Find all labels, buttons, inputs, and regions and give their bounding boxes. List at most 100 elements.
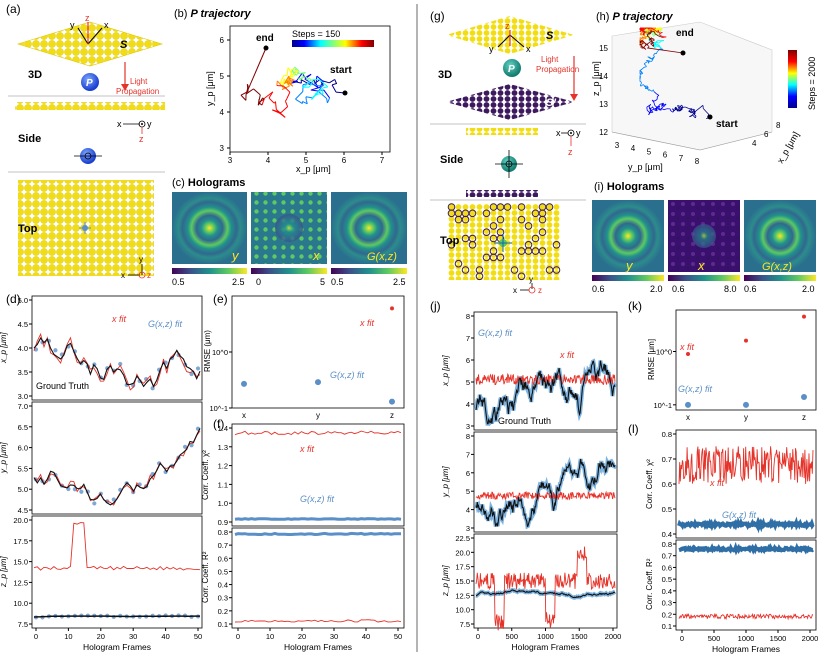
label-g: (g) — [430, 9, 445, 23]
tick-label: 15.0 — [455, 577, 470, 586]
traj3d-segment — [644, 43, 648, 46]
traj3d-segment — [657, 106, 661, 109]
traj3d-segment — [643, 61, 648, 65]
traj-segment — [319, 87, 324, 91]
tick-label: 0.6 — [218, 554, 228, 563]
gfit-chi-line — [677, 516, 815, 534]
gfit-point — [182, 444, 188, 449]
traj3d-segment — [639, 84, 642, 87]
traj3d-segment — [655, 27, 658, 30]
traj3d-segment — [658, 35, 662, 38]
svg-text:y: y — [576, 128, 581, 138]
tick-label: 0.3 — [218, 594, 228, 603]
label-l: (l) — [628, 422, 639, 436]
traj-segment — [302, 100, 308, 105]
side-row-right — [466, 128, 538, 135]
traj3d-segment — [677, 107, 681, 111]
traj3d-segment — [658, 44, 662, 49]
traj-segment — [322, 86, 328, 89]
traj3d-segment — [663, 108, 667, 111]
svg-text:2.5: 2.5 — [232, 277, 245, 287]
traj-segment — [296, 71, 300, 76]
tick-label: 50 — [194, 632, 202, 641]
plot-frame — [231, 295, 405, 409]
traj-segment — [331, 84, 337, 93]
series-label: G(x,z) fit — [722, 510, 756, 520]
tick-label: 1500 — [770, 634, 787, 643]
tick-label: 8 — [776, 121, 781, 130]
traj3d-segment — [641, 39, 643, 42]
gfit-chi-line — [234, 517, 402, 521]
traj-segment — [313, 79, 316, 85]
xfit-r2-line — [234, 619, 402, 623]
tick-label: 10^0 — [656, 348, 672, 357]
axis-x-side: x — [117, 119, 122, 129]
traj-segment — [322, 80, 330, 84]
traj3d-segment — [647, 85, 649, 89]
tick-label: 6 — [466, 469, 470, 478]
traj-segment — [323, 89, 331, 99]
grid-ring — [475, 272, 484, 281]
axis-ylabel: y_p [μm] — [0, 442, 8, 474]
svg-text:end: end — [676, 28, 694, 39]
svg-text:0.6: 0.6 — [744, 284, 757, 294]
tick-label: z — [390, 411, 394, 420]
traj3d-segment — [648, 89, 653, 92]
tick-label: 1.4 — [218, 424, 228, 433]
tick-label: 500 — [708, 634, 721, 643]
label-j: (j) — [430, 299, 441, 313]
axis-ylabel: Corr. Coeff. χ² — [645, 459, 654, 509]
svg-text:start: start — [716, 119, 738, 130]
axis-x-top: x — [121, 271, 125, 280]
svg-text:z_p [μm]: z_p [μm] — [591, 61, 601, 96]
tick-label: 0.8 — [218, 528, 228, 537]
xfit-line — [33, 522, 201, 571]
traj-segment — [288, 77, 295, 81]
xfit-chi-line — [678, 446, 814, 485]
tick-label: 5.0 — [18, 485, 28, 494]
traj-xlabel: x_p [μm] — [296, 164, 331, 174]
tick-label: 6 — [220, 36, 225, 45]
traj3d-segment — [649, 107, 653, 110]
traj3d-segment — [646, 105, 650, 108]
axis-ylabel: y_p [μm] — [441, 466, 450, 498]
traj3d-segment — [648, 39, 651, 42]
svg-text:z: z — [505, 21, 510, 31]
rmse-gfit-point — [389, 398, 395, 405]
svg-text:z: z — [538, 286, 542, 295]
rmse-gfit-point — [315, 379, 321, 386]
traj3d-segment — [640, 84, 644, 87]
ground-truth-line — [475, 458, 616, 528]
traj-segment — [335, 82, 338, 84]
traj3d-segment — [650, 41, 654, 45]
tick-label: 0.8 — [662, 430, 672, 439]
tick-label: 4 — [220, 108, 225, 117]
ground-truth-line — [475, 589, 616, 599]
svg-text:Propagation: Propagation — [536, 65, 579, 74]
traj3d-segment — [657, 29, 660, 32]
traj3d-segment — [705, 111, 710, 115]
svg-text:0.6: 0.6 — [592, 284, 605, 294]
tick-label: 0.7 — [218, 541, 228, 550]
traj3d-segment — [670, 110, 673, 113]
series-label: G(x,z) fit — [148, 319, 182, 329]
traj3d-segment — [640, 67, 645, 71]
tick-label: 40 — [161, 632, 169, 641]
corr-l: 0.4 0.5 0.6 0.7 0.8 Corr. Coeff. χ² x fit G(x,z… — [645, 429, 818, 654]
traj-segment — [264, 91, 274, 99]
traj-segment — [286, 67, 289, 76]
corr-f: 0.9 1.0 1.1 1.2 1.3 1.4 Corr. Coeff. χ² x fit G(… — [201, 423, 405, 652]
traj3d-segment — [692, 113, 694, 116]
label-a: (a) — [6, 2, 21, 16]
tick-label: 4 — [752, 139, 757, 148]
traj3d-segment — [639, 83, 642, 86]
traj-segment — [298, 71, 306, 75]
grid-ring — [538, 215, 547, 224]
series-label: x fit — [299, 444, 315, 454]
traj-segment — [276, 80, 284, 88]
tick-label: 7.5 — [18, 620, 28, 629]
tick-label: 8 — [695, 157, 700, 166]
traj-segment — [274, 101, 276, 104]
holo-i-y — [592, 200, 664, 272]
